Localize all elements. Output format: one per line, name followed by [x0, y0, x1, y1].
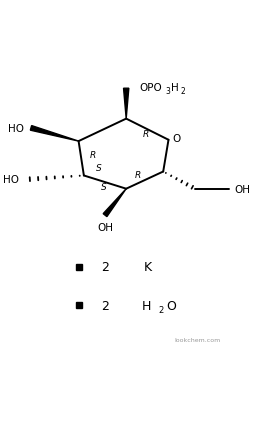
Polygon shape [103, 189, 126, 217]
Text: lookchem.com: lookchem.com [175, 337, 221, 342]
Text: 2: 2 [101, 299, 109, 312]
Text: O: O [172, 134, 180, 144]
Text: 2: 2 [158, 305, 163, 314]
Polygon shape [123, 89, 129, 119]
Text: 2: 2 [101, 261, 109, 273]
Text: R: R [143, 130, 149, 138]
Text: 2: 2 [180, 86, 185, 95]
Text: K: K [143, 261, 151, 273]
Text: R: R [135, 170, 141, 179]
Text: R: R [90, 150, 96, 159]
Text: O: O [166, 299, 176, 312]
Text: HO: HO [8, 124, 24, 134]
Text: 3: 3 [165, 86, 170, 95]
Text: OPO: OPO [139, 83, 162, 93]
Text: H: H [171, 83, 179, 93]
Text: H: H [142, 299, 151, 312]
Text: OH: OH [97, 222, 113, 232]
Text: OH: OH [235, 184, 251, 194]
Text: HO: HO [3, 175, 19, 185]
Polygon shape [30, 126, 79, 142]
Text: S: S [95, 164, 101, 173]
Text: S: S [101, 182, 107, 191]
